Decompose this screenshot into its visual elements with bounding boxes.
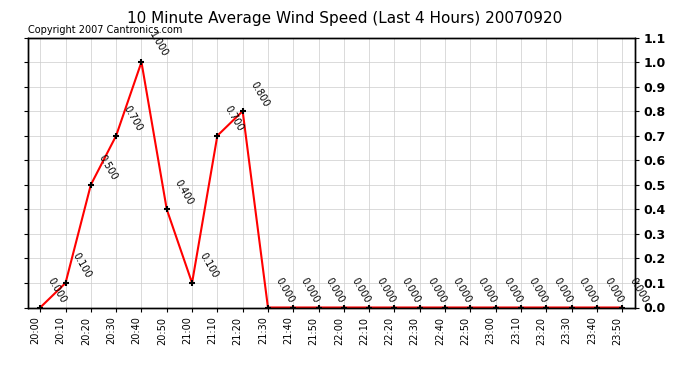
- Text: 0.100: 0.100: [197, 251, 220, 280]
- Text: 0.000: 0.000: [501, 276, 524, 305]
- Text: 0.400: 0.400: [172, 178, 195, 207]
- Text: 0.000: 0.000: [476, 276, 498, 305]
- Text: 0.000: 0.000: [324, 276, 346, 305]
- Text: 10 Minute Average Wind Speed (Last 4 Hours) 20070920: 10 Minute Average Wind Speed (Last 4 Hou…: [128, 11, 562, 26]
- Text: 0.500: 0.500: [97, 153, 119, 182]
- Text: 0.000: 0.000: [425, 276, 448, 305]
- Text: 0.000: 0.000: [628, 276, 650, 305]
- Text: 0.000: 0.000: [400, 276, 422, 305]
- Text: 0.000: 0.000: [526, 276, 549, 305]
- Text: 0.000: 0.000: [349, 276, 372, 305]
- Text: 0.700: 0.700: [121, 104, 144, 133]
- Text: 1.000: 1.000: [147, 30, 170, 59]
- Text: 0.000: 0.000: [577, 276, 600, 305]
- Text: 0.000: 0.000: [602, 276, 625, 305]
- Text: 0.800: 0.800: [248, 80, 270, 108]
- Text: 0.000: 0.000: [299, 276, 322, 305]
- Text: 0.000: 0.000: [273, 276, 296, 305]
- Text: Copyright 2007 Cantronics.com: Copyright 2007 Cantronics.com: [28, 25, 182, 35]
- Text: 0.700: 0.700: [223, 104, 246, 133]
- Text: 0.000: 0.000: [451, 276, 473, 305]
- Text: 0.100: 0.100: [71, 251, 94, 280]
- Text: 0.000: 0.000: [375, 276, 397, 305]
- Text: 0.000: 0.000: [46, 276, 68, 305]
- Text: 0.000: 0.000: [552, 276, 574, 305]
